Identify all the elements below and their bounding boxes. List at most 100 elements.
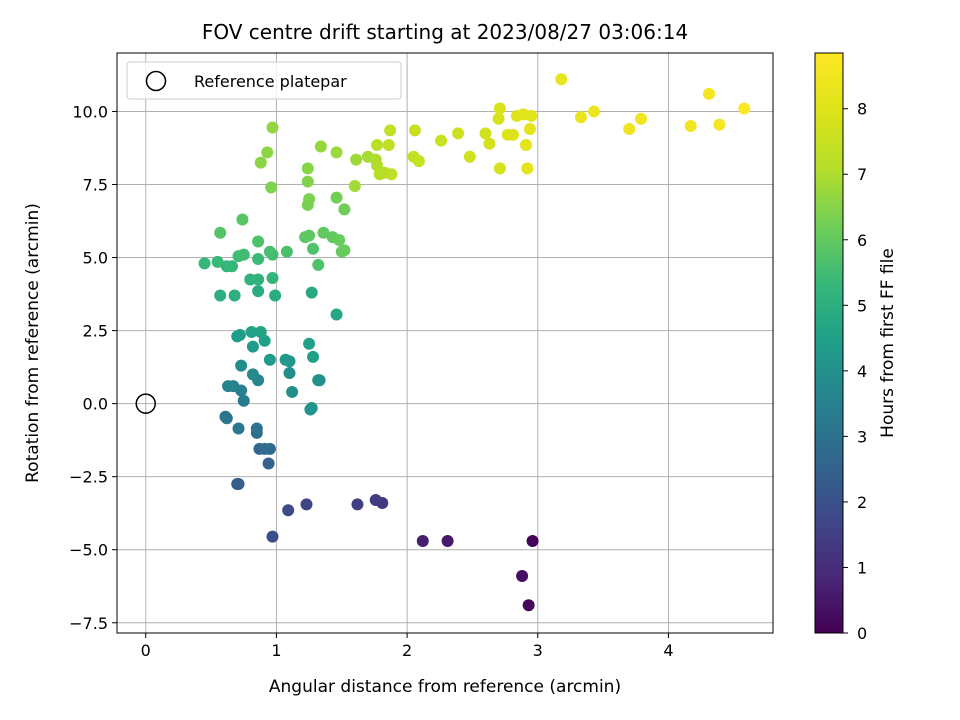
data-point [236,213,249,226]
y-axis-label: Rotation from reference (arcmin) [23,203,43,483]
data-point [369,494,382,507]
data-point [235,359,248,372]
data-point [684,120,697,133]
data-point [338,244,351,257]
data-point [252,285,265,298]
data-point [493,102,506,115]
data-point [263,353,276,366]
data-point [635,112,648,125]
data-point [522,599,535,612]
data-point [252,252,265,265]
data-point [254,156,267,169]
data-point [314,140,327,153]
data-point [300,498,313,511]
legend: Reference platepar [126,61,402,100]
data-point [479,127,492,140]
y-tick-label: 7.5 [83,175,108,194]
data-point [555,73,568,86]
colorbar-label: Hours from first FF file [878,248,898,438]
data-point [262,457,275,470]
colorbar [814,52,844,634]
reference-platepar-marker [135,393,156,414]
data-point [283,366,296,379]
y-tick-label: −5.0 [69,541,108,560]
x-tick-label: 4 [663,641,673,660]
colorbar-ticks: 0 1 2 3 4 5 6 7 8 [843,100,867,643]
data-point [250,422,263,435]
data-point [348,179,361,192]
colorbar-tick-label: 0 [857,624,867,643]
data-point [252,235,265,248]
data-point [412,155,425,168]
data-point [245,326,258,339]
x-tick-label: 0 [141,641,151,660]
data-point [526,534,539,547]
x-axis-ticks: 0 1 2 3 4 [141,633,674,660]
colorbar-tick-label: 7 [857,165,867,184]
colorbar-tick-label: 1 [857,558,867,577]
data-point [702,87,715,100]
data-point [266,271,279,284]
data-point [385,168,398,181]
data-point [416,534,429,547]
data-point [286,385,299,398]
data-point [317,226,330,239]
x-tick-label: 2 [402,641,412,660]
colorbar-tick-label: 5 [857,296,867,315]
data-point [301,162,314,175]
data-point [312,374,325,387]
data-point [198,257,211,270]
data-point [232,422,245,435]
data-point [305,286,318,299]
data-point [506,128,519,141]
data-point [265,181,278,194]
data-point [303,193,316,206]
y-tick-label: −7.5 [69,614,108,633]
colorbar-tick-label: 4 [857,362,867,381]
colorbar-tick-label: 3 [857,427,867,446]
data-point [330,191,343,204]
data-point [303,337,316,350]
data-point [384,124,397,137]
data-point [282,504,295,517]
data-point [521,162,534,175]
data-point [237,394,250,407]
data-point [516,570,529,583]
y-axis-ticks: −7.5 −5.0 −2.5 0.0 2.5 5.0 7.5 10.0 [69,102,117,633]
data-point [307,242,320,255]
data-point [233,328,246,341]
data-point [408,124,421,137]
data-point [333,234,346,247]
data-point [214,226,227,239]
data-point [301,175,314,188]
data-point [266,530,279,543]
data-point [225,260,238,273]
data-point [312,258,325,271]
data-point [492,112,505,125]
y-tick-label: 10.0 [72,102,108,121]
x-tick-label: 3 [533,641,543,660]
data-point [713,118,726,131]
data-point [382,139,395,152]
data-point [269,289,282,302]
data-point [463,150,476,163]
data-point [246,340,259,353]
data-point [211,255,224,268]
data-point [493,162,506,175]
data-point [351,498,364,511]
plot-frame [116,52,774,634]
legend-marker [145,70,167,92]
data-point [452,127,465,140]
data-point [338,203,351,216]
data-point [232,477,245,490]
data-point [246,368,259,381]
data-point [738,102,751,115]
x-axis-label: Angular distance from reference (arcmin) [269,677,621,697]
y-tick-label: 2.5 [83,322,108,341]
data-point [263,245,276,258]
data-point [520,139,533,152]
y-tick-label: −2.5 [69,468,108,487]
data-point [574,111,587,124]
data-point [435,134,448,147]
data-point [254,326,267,339]
